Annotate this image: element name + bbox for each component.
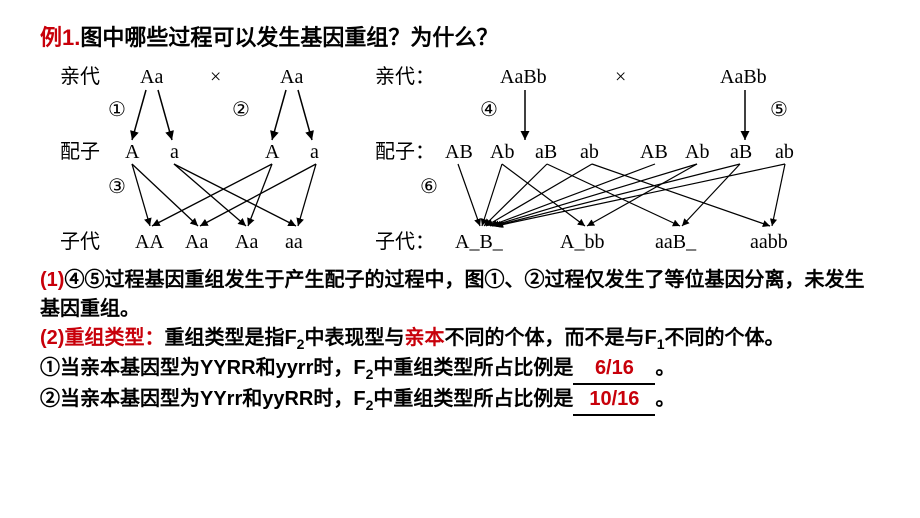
right-parent-2: AaBb <box>720 66 767 88</box>
lo1: Aa <box>185 231 208 253</box>
title-prefix: 例1. <box>40 25 80 50</box>
rg3: ab <box>580 141 599 163</box>
rg5: Ab <box>685 141 709 163</box>
left-offspring-label: 子代 <box>60 230 100 253</box>
right-parent-label: 亲代： <box>375 65 435 88</box>
circ4: ④ <box>480 99 498 121</box>
line1: (1)④⑤过程基因重组发生于产生配子的过程中，图①、②过程仅发生了等位基因分离，… <box>40 266 880 324</box>
right-parent-1: AaBb <box>500 66 547 88</box>
circ1: ① <box>108 99 126 121</box>
left-gamete-label: 配子 <box>60 141 100 163</box>
line2-mid1: 中表现型与 <box>304 327 404 349</box>
title-text: 图中哪些过程可以发生基因重组？为什么？ <box>80 25 498 50</box>
rg0: AB <box>445 141 473 163</box>
circ3: ③ <box>108 176 126 198</box>
left-parent-label: 亲代 <box>60 65 100 88</box>
left-cross: × <box>210 66 221 88</box>
line4-before: ②当亲本基因型为YYrr和yyRR时，F <box>40 388 366 410</box>
right-gamete-label: 配子： <box>375 141 435 163</box>
line1-text: ④⑤过程基因重组发生于产生配子的过程中，图①、②过程仅发生了等位基因分离，未发生… <box>40 269 864 320</box>
lo0: AA <box>135 231 164 253</box>
line2-after: 不同的个体。 <box>664 327 784 349</box>
line2: (2)重组类型：重组类型是指F2中表现型与亲本不同的个体，而不是与F1不同的个体… <box>40 324 880 354</box>
lo3: aa <box>285 231 303 253</box>
line1-prefix: (1) <box>40 269 64 291</box>
line4: ②当亲本基因型为YYrr和yyRR时，F2中重组类型所占比例是10/16。 <box>40 385 880 416</box>
lg3: a <box>310 141 319 163</box>
rg7: ab <box>775 141 794 163</box>
slide-content: 例1.图中哪些过程可以发生基因重组？为什么？ 亲代 Aa × Aa ① ② 配子… <box>0 0 920 518</box>
line3-after: 中重组类型所占比例是 <box>373 357 573 379</box>
right-cross: × <box>615 66 626 88</box>
rg2: aB <box>535 141 557 163</box>
line2-highlight: 亲本 <box>404 327 444 349</box>
circ6: ⑥ <box>420 176 438 198</box>
genetics-diagram: 亲代 Aa × Aa ① ② 配子 A a A a ③ <box>40 58 880 258</box>
left-parent-1: Aa <box>140 66 163 88</box>
ro1: A_bb <box>560 231 604 253</box>
rg4: AB <box>640 141 668 163</box>
ro0: A_B_ <box>455 231 504 253</box>
ro2: aaB_ <box>655 231 697 253</box>
lo2: Aa <box>235 231 258 253</box>
line3-answer: 6/16 <box>573 354 655 385</box>
rg1: Ab <box>490 141 514 163</box>
left-parent-2: Aa <box>280 66 303 88</box>
line3: ①当亲本基因型为YYRR和yyrr时，F2中重组类型所占比例是6/16。 <box>40 354 880 385</box>
line2-prefix: (2)重组类型： <box>40 327 164 349</box>
line2-before: 重组类型是指F <box>164 327 296 349</box>
lg1: a <box>170 141 179 163</box>
line3-period: 。 <box>655 357 675 379</box>
line2-mid2: 不同的个体，而不是与F <box>444 327 656 349</box>
circ5: ⑤ <box>770 99 788 121</box>
lg0: A <box>125 141 140 163</box>
line4-period: 。 <box>655 388 675 410</box>
ro3: aabb <box>750 231 788 253</box>
lg2: A <box>265 141 280 163</box>
line4-after: 中重组类型所占比例是 <box>373 388 573 410</box>
rg6: aB <box>730 141 752 163</box>
line4-answer: 10/16 <box>573 385 655 416</box>
circ2: ② <box>232 99 250 121</box>
right-offspring-label: 子代： <box>375 230 435 253</box>
example-title: 例1.图中哪些过程可以发生基因重组？为什么？ <box>40 20 880 52</box>
line3-before: ①当亲本基因型为YYRR和yyrr时，F <box>40 357 366 379</box>
